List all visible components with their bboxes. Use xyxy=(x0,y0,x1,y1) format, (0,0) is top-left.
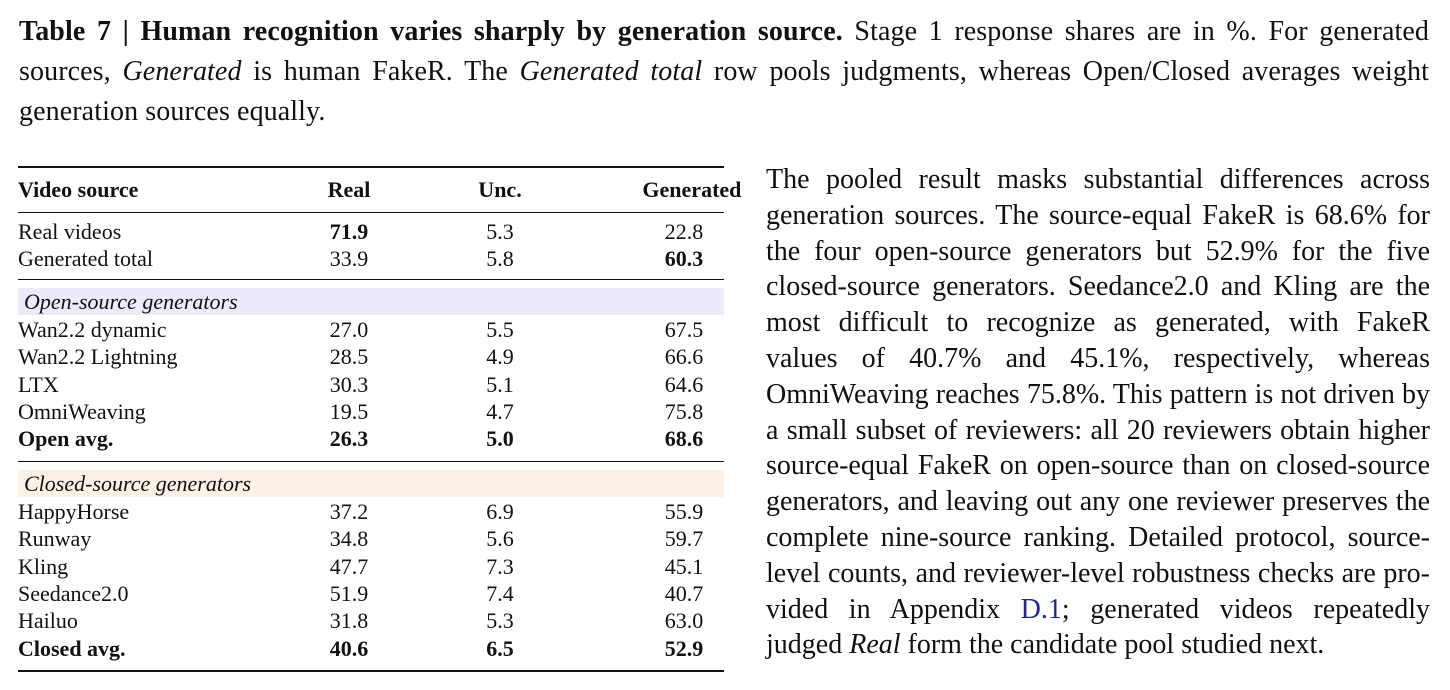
table-row: Wan2.2 Lightning 28.5 4.9 66.6 xyxy=(18,343,724,370)
caption-emphasis: Generated total xyxy=(519,56,703,87)
table-row: HappyHorse 37.2 6.9 55.9 xyxy=(18,498,724,525)
row-name: Wan2.2 dynamic xyxy=(18,316,167,342)
table-row: Kling 47.7 7.3 45.1 xyxy=(18,553,724,580)
header-unc: Unc. xyxy=(478,177,522,202)
cell-unc: 5.1 xyxy=(486,371,514,397)
section-rule xyxy=(18,460,724,462)
caption-text: is human FakeR. The xyxy=(241,56,520,87)
cell-generated: 40.7 xyxy=(664,580,704,606)
table-bottom-rule xyxy=(18,670,724,673)
row-name: Wan2.2 Lightning xyxy=(18,344,178,370)
table-top-rule xyxy=(18,166,724,168)
header-generated: Generated xyxy=(642,177,742,202)
cell-generated: 60.3 xyxy=(664,246,704,272)
open-source-group-label: Open-source generators xyxy=(18,287,724,315)
table-row: OmniWeaving 19.5 4.7 75.8 xyxy=(18,398,724,425)
body-paragraph: The pooled result masks substantial diff… xyxy=(766,162,1430,663)
cell-unc: 4.9 xyxy=(486,344,514,370)
cell-generated: 63.0 xyxy=(664,608,704,634)
cell-generated: 67.5 xyxy=(664,316,704,342)
row-name: Closed avg. xyxy=(18,635,126,661)
cell-generated: 66.6 xyxy=(664,344,704,370)
cell-generated: 59.7 xyxy=(664,526,704,552)
cell-generated: 75.8 xyxy=(664,398,704,424)
cell-generated: 52.9 xyxy=(664,635,704,661)
cell-generated: 68.6 xyxy=(664,426,704,452)
row-name: Real videos xyxy=(18,219,122,244)
closed-source-group-label: Closed-source generators xyxy=(18,469,724,497)
row-name: LTX xyxy=(18,371,59,397)
results-table: Video source Real Unc. Generated Real vi… xyxy=(18,166,741,673)
cell-unc: 5.3 xyxy=(486,608,514,634)
caption-label: Table 7 | Human recognition varies sharp… xyxy=(19,16,843,47)
cell-unc: 4.7 xyxy=(486,398,514,424)
paragraph-text: The pooled result masks substantial diff… xyxy=(766,164,1430,625)
row-name: OmniWeaving xyxy=(18,398,146,424)
cell-unc: 5.8 xyxy=(486,246,514,272)
cell-generated: 55.9 xyxy=(664,498,704,524)
paragraph-emphasis: Real xyxy=(849,629,901,661)
open-avg-row: Open avg. 26.3 5.0 68.6 xyxy=(18,425,724,452)
row-name: Seedance2.0 xyxy=(18,580,129,606)
cell-generated: 45.1 xyxy=(664,553,704,579)
table-row: Seedance2.0 51.9 7.4 40.7 xyxy=(18,580,724,607)
table-row: Wan2.2 dynamic 27.0 5.5 67.5 xyxy=(18,316,724,343)
cell-unc: 7.4 xyxy=(486,580,514,606)
table-row: Generated total 33.9 5.8 60.3 xyxy=(18,245,724,272)
cell-unc: 5.6 xyxy=(486,526,514,552)
header-video-source: Video source xyxy=(18,177,139,202)
cell-unc: 5.3 xyxy=(486,219,514,244)
closed-avg-row: Closed avg. 40.6 6.5 52.9 xyxy=(18,635,724,662)
row-name: Hailuo xyxy=(18,608,78,634)
caption-text: Stage 1 response shares are in %. For ge… xyxy=(19,16,1429,87)
cell-unc: 6.9 xyxy=(486,498,514,524)
table-row: Runway 34.8 5.6 59.7 xyxy=(18,525,724,552)
appendix-link[interactable]: D.1 xyxy=(1020,593,1062,625)
table-row: LTX 30.3 5.1 64.6 xyxy=(18,371,724,398)
row-name: Kling xyxy=(18,553,69,579)
table-row: Hailuo 31.8 5.3 63.0 xyxy=(18,607,724,634)
row-name: Generated total xyxy=(18,246,153,272)
table-row: Real videos 71.9 5.3 22.8 xyxy=(18,218,724,245)
header-rule xyxy=(18,212,724,213)
table-caption: Table 7 | Human recognition varies sharp… xyxy=(19,12,1429,132)
row-name: Open avg. xyxy=(18,426,114,452)
cell-generated: 64.6 xyxy=(664,371,704,397)
table-header-row: Video source Real Unc. Generated xyxy=(18,168,741,212)
cell-unc: 5.0 xyxy=(486,426,514,452)
cell-unc: 7.3 xyxy=(486,553,514,579)
paragraph-text: form the candidate pool studied next. xyxy=(900,629,1325,661)
cell-unc: 5.5 xyxy=(486,316,514,342)
row-name: Runway xyxy=(18,526,92,552)
cell-generated: 22.8 xyxy=(664,219,704,244)
paragraph-text: ; generated videos repeatedly judged xyxy=(766,593,1430,661)
caption-text: row pools judgments, whereas Open/Closed… xyxy=(19,56,1429,127)
section-rule xyxy=(18,278,724,280)
cell-unc: 6.5 xyxy=(486,635,514,661)
row-name: HappyHorse xyxy=(18,498,130,524)
caption-emphasis: Generated xyxy=(122,56,242,87)
